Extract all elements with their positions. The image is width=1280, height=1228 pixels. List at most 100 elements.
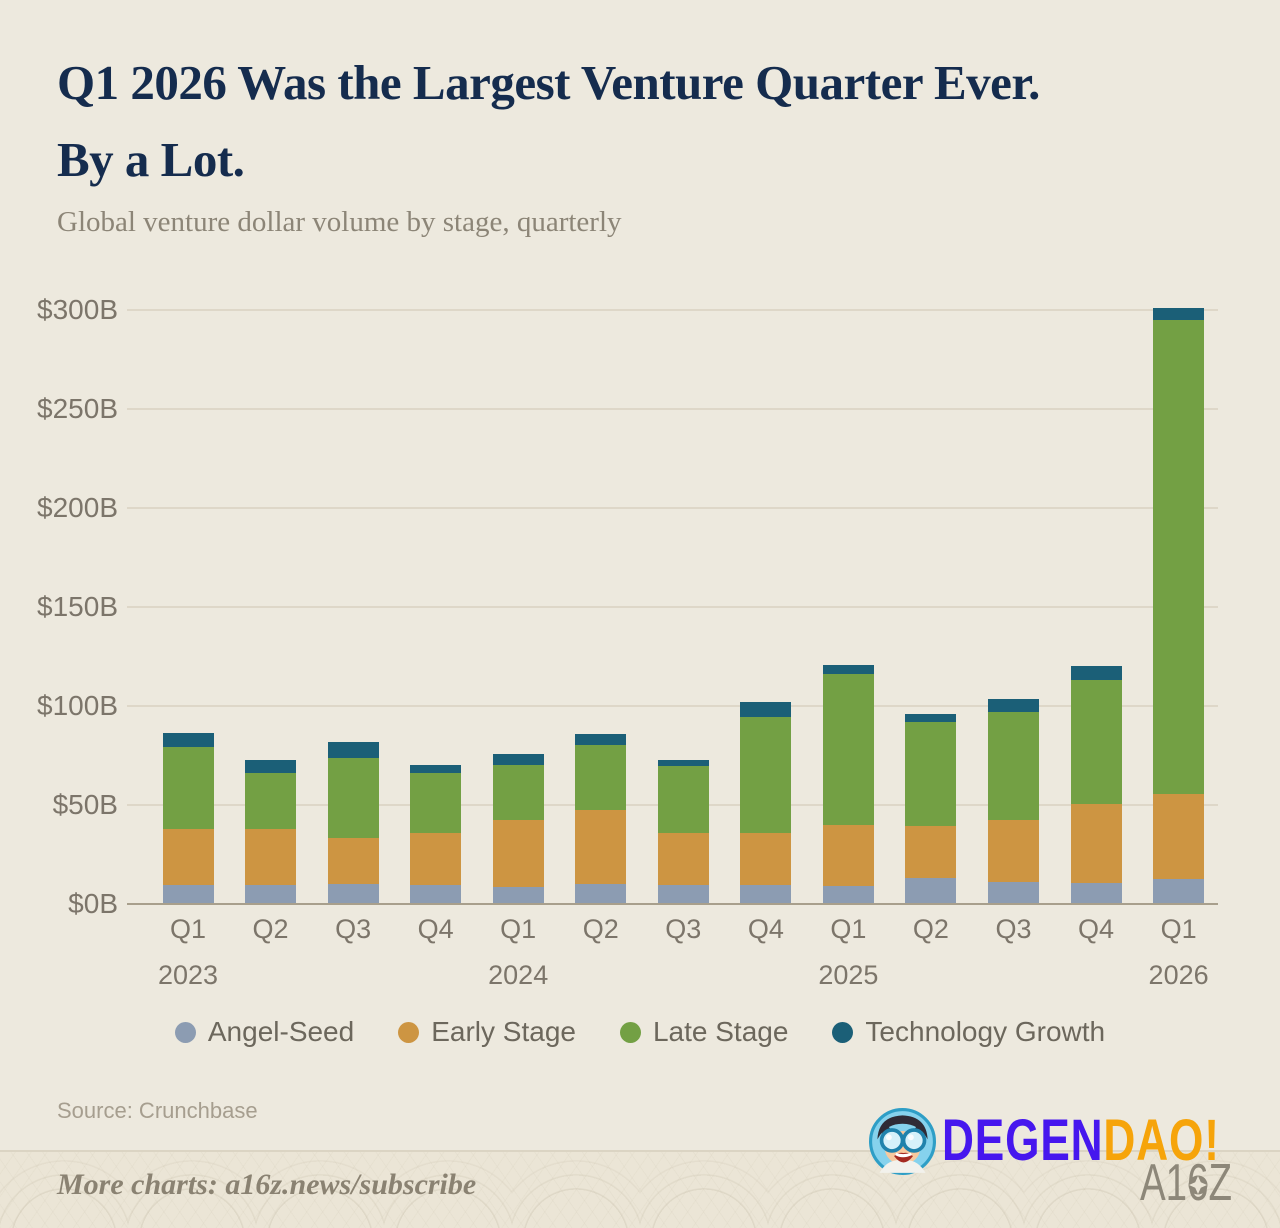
bar-segment-early-stage [162,828,214,886]
early-stage-dot-icon [398,1021,420,1043]
legend-label: Technology Growth [865,1016,1106,1047]
bar-segment-technology-growth [1070,666,1122,681]
bar-segment-late-stage [1070,680,1122,805]
plot-area [127,308,1218,905]
bar-segment-early-stage [822,824,874,887]
bar-segment-technology-growth [1153,308,1205,320]
y-tick-label: $150B [37,591,118,622]
bar-q3-2024 [657,759,709,904]
footer-band [0,1150,1280,1228]
page-title: Q1 2026 Was the Largest Venture Quarter … [57,44,1237,198]
x-year-label: 2025 [818,960,879,990]
angel-seed-dot-icon [174,1021,196,1043]
bar-q1-2026 [1153,308,1205,904]
bar-segment-late-stage [492,765,544,820]
bar-segment-early-stage [657,832,709,886]
x-tick-label: Q1 [1160,914,1197,944]
bar-segment-angel-seed [245,885,297,904]
bar-segment-angel-seed [822,886,874,904]
bar-segment-late-stage [740,716,792,833]
degendao-wordmark: DEGENDAO! [942,1102,1220,1180]
bar-segment-angel-seed [657,885,709,904]
degendao-logo: DEGENDAO! [869,1106,1269,1176]
bar-segment-technology-growth [740,702,792,717]
bar-q4-2023 [410,765,462,904]
x-tick-label: Q2 [912,914,949,944]
bar-segment-early-stage [245,828,297,886]
bar-segment-technology-growth [245,759,297,774]
technology-growth-dot-icon [832,1021,854,1043]
chart-legend: Angel-Seed Early Stage Late Stage Techno… [0,1016,1280,1048]
bar-segment-angel-seed [162,885,214,904]
gridline [127,705,1218,707]
x-tick-label: Q3 [665,914,702,944]
a16z-logo: A16Z [1140,1156,1232,1212]
svg-text:A16Z: A16Z [1140,1156,1232,1212]
bar-segment-angel-seed [1153,879,1205,904]
y-tick-label: $300B [37,294,118,325]
bar-segment-late-stage [245,773,297,829]
bar-segment-late-stage [575,744,627,810]
gridline [127,507,1218,509]
x-tick-label: Q1 [169,914,207,944]
x-tick-label: Q2 [582,914,619,944]
bar-segment-early-stage [492,819,544,888]
bar-segment-late-stage [1153,319,1205,795]
y-tick-label: $0B [68,888,118,919]
x-year-label: 2026 [1148,960,1209,990]
subscribe-link[interactable]: More charts: a16z.news/subscribe [57,1168,477,1201]
bar-segment-angel-seed [740,885,792,904]
x-year-label: 2024 [488,960,549,990]
bar-segment-early-stage [740,832,792,886]
bar-segment-late-stage [988,711,1039,820]
bar-segment-angel-seed [410,885,462,904]
bar-segment-early-stage [1070,804,1122,884]
x-year-label: 2023 [157,960,219,990]
bar-segment-technology-growth [162,732,214,747]
bar-segment-early-stage [988,819,1039,883]
bar-q1-2024 [492,753,544,904]
bar-q2-2023 [245,759,297,904]
x-tick-label: Q1 [830,914,867,944]
bar-segment-technology-growth [327,741,379,758]
source-note: Source: Crunchbase [57,1098,258,1123]
bar-q4-2024 [740,702,792,904]
legend-label: Angel-Seed [207,1016,355,1047]
bar-segment-technology-growth [822,665,874,675]
x-tick-label: Q4 [747,914,784,944]
legend-item-late-stage: Late Stage [619,1016,788,1048]
degen-text: DEGEN [942,1108,1104,1174]
title-line-1: Q1 2026 Was the Largest Venture Quarter … [57,55,1040,110]
bar-q4-2025 [1070,666,1122,904]
bar-q3-2023 [327,741,379,904]
gridline [127,606,1218,608]
bar-segment-angel-seed [1070,883,1122,904]
bar-segment-early-stage [327,837,379,885]
footer-pattern [0,1152,1280,1228]
legend-item-early-stage: Early Stage [398,1016,576,1048]
y-tick-label: $250B [37,393,118,424]
bar-segment-early-stage [1153,794,1205,880]
legend-item-technology-growth: Technology Growth [832,1016,1105,1048]
bar-segment-angel-seed [492,887,544,904]
legend-item-angel-seed: Angel-Seed [174,1016,355,1048]
bar-segment-late-stage [822,674,874,825]
bar-segment-technology-growth [410,765,462,774]
x-tick-label: Q2 [252,914,289,944]
bar-segment-early-stage [410,832,462,886]
x-tick-label: Q4 [1078,914,1115,944]
bar-segment-late-stage [657,766,709,833]
bar-segment-technology-growth [988,699,1039,712]
gridline [127,408,1218,410]
y-tick-label: $100B [37,690,118,721]
bar-segment-technology-growth [492,753,544,766]
bar-segment-angel-seed [575,884,627,904]
bar-q3-2025 [988,699,1039,904]
bar-q2-2025 [905,713,957,904]
bar-segment-early-stage [905,825,957,879]
degendao-avatar-icon [869,1107,936,1175]
gridline [127,309,1218,311]
bar-q1-2025 [822,665,874,904]
bar-segment-late-stage [905,721,957,826]
